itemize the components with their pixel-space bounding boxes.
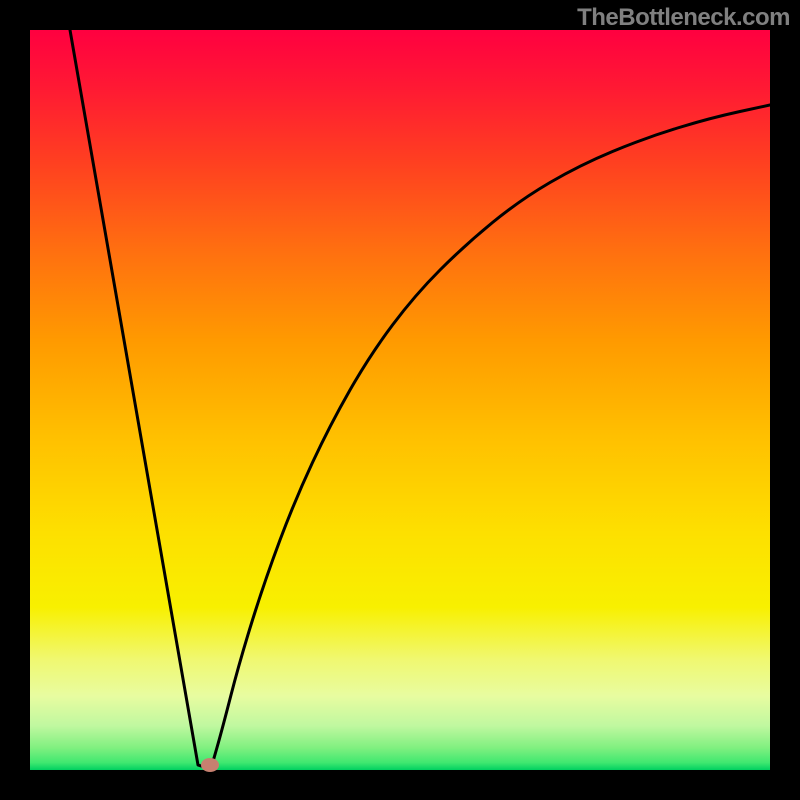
gradient-background — [30, 30, 770, 770]
chart-container: TheBottleneck.com — [0, 0, 800, 800]
optimal-point-marker — [201, 758, 219, 772]
bottleneck-chart — [0, 0, 800, 800]
watermark-text: TheBottleneck.com — [577, 4, 790, 32]
